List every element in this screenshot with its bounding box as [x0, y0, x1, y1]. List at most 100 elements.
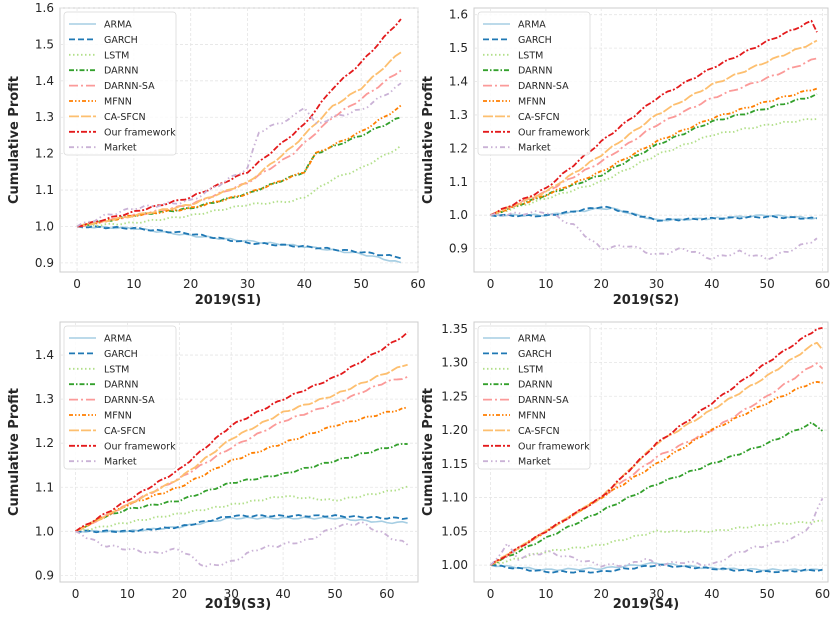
y-tick-label: 1.2 [35, 147, 54, 161]
legend-box [63, 11, 177, 156]
y-tick-label: 1.35 [441, 322, 468, 336]
x-tick-label: 20 [172, 587, 187, 601]
x-tick-label: 60 [815, 587, 830, 601]
y-tick-label: 1.6 [449, 8, 468, 22]
legend-label: Our framework [518, 441, 590, 452]
y-tick-label: 1.2 [449, 141, 468, 155]
legend-label: CA-SFCN [518, 426, 560, 437]
series-line-darnn [490, 421, 824, 566]
legend: ARMA GARCH LSTM DARNN DARNN-SA MFNN CA-SFCN Our… [63, 325, 177, 470]
legend-label: LSTM [104, 364, 129, 375]
series-line-garch [490, 205, 818, 222]
legend-label: DARNN-SA [518, 395, 569, 406]
legend-label: GARCH [104, 35, 138, 46]
y-tick-label: 1.3 [35, 392, 54, 406]
series-line-darnn [490, 93, 818, 217]
y-tick-label: 1.0 [35, 524, 54, 538]
y-tick-label: 1.6 [35, 1, 54, 15]
series-line-mfnn [76, 104, 402, 228]
y-tick-label: 1.4 [35, 348, 54, 362]
x-tick-label: 10 [126, 277, 141, 291]
x-tick-label: 10 [120, 587, 135, 601]
legend-label: DARNN [518, 66, 552, 77]
series-line-market [489, 498, 824, 568]
y-tick-label: 1.15 [441, 457, 468, 471]
y-tick-label: 1.25 [441, 389, 468, 403]
legend-label: Market [104, 143, 137, 154]
series-line-lstm [75, 485, 408, 533]
legend-label: LSTM [518, 50, 543, 61]
series-line-ca-sfcn [490, 341, 824, 566]
y-tick-label: 1.1 [449, 175, 468, 189]
y-tick-label: 1.1 [35, 480, 54, 494]
series-line-garch [75, 514, 408, 534]
series-line-ca-sfcn [75, 363, 408, 533]
legend-label: DARNN [518, 380, 552, 391]
y-tick-label: 1.1 [35, 183, 54, 197]
y-tick-label: 1.3 [35, 110, 54, 124]
x-axis-label: 2019(S4) [613, 597, 679, 612]
x-tick-label: 0 [487, 587, 495, 601]
y-axis-label: Cumulative Profit [421, 388, 436, 516]
x-tick-label: 10 [538, 587, 553, 601]
x-tick-label: 40 [297, 277, 312, 291]
x-tick-label: 30 [649, 587, 664, 601]
y-tick-label: 1.30 [441, 356, 468, 370]
series-line-darnn-sa [490, 362, 824, 566]
x-tick-label: 60 [379, 587, 394, 601]
y-tick-label: 1.4 [449, 75, 468, 89]
legend-box [477, 325, 591, 470]
series-line-ca-sfcn [490, 39, 818, 217]
y-tick-label: 0.9 [35, 568, 54, 582]
y-tick-label: 1.2 [35, 436, 54, 450]
series-line-garch [490, 563, 823, 574]
series-line-our-framework [490, 19, 818, 217]
legend-label: Market [518, 143, 551, 154]
series-line-mfnn [490, 87, 818, 216]
legend-label: LSTM [104, 50, 129, 61]
chart-panel-4: 1.00 1.05 1.10 1.15 1.20 1.25 1.30 1.35 0 10 20 30 4… [421, 321, 830, 612]
legend: ARMA GARCH LSTM DARNN DARNN-SA MFNN CA-SFCN Our… [477, 11, 591, 156]
legend-label: Our framework [518, 127, 590, 138]
x-tick-label: 40 [275, 587, 290, 601]
legend-label: DARNN [104, 66, 138, 77]
y-tick-label: 1.00 [441, 558, 468, 572]
legend-label: ARMA [518, 20, 546, 31]
chart-panel-2: 0.9 1.0 1.1 1.2 1.3 1.4 1.5 1.6 0 10 20 30 40 50 60 201… [421, 7, 830, 308]
x-tick-label: 20 [594, 277, 609, 291]
y-axis-label: Cumulative Profit [7, 76, 22, 204]
legend-label: ARMA [104, 20, 132, 31]
legend-label: MFNN [104, 411, 132, 422]
legend-box [477, 11, 591, 156]
x-axis-label: 2019(S3) [205, 597, 271, 612]
x-tick-label: 0 [73, 277, 81, 291]
legend-label: ARMA [104, 334, 132, 345]
legend-label: Our framework [104, 441, 176, 452]
y-tick-label: 1.0 [449, 208, 468, 222]
legend-label: GARCH [518, 349, 552, 360]
y-axis-label: Cumulative Profit [7, 388, 22, 516]
legend-label: CA-SFCN [518, 112, 560, 123]
legend-label: MFNN [104, 97, 132, 108]
legend-label: CA-SFCN [104, 112, 146, 123]
legend-label: CA-SFCN [104, 426, 146, 437]
y-tick-label: 1.5 [35, 37, 54, 51]
x-tick-label: 50 [327, 587, 342, 601]
x-tick-label: 20 [183, 277, 198, 291]
legend: ARMA GARCH LSTM DARNN DARNN-SA MFNN CA-SFCN Our… [477, 325, 591, 470]
series-line-darnn [75, 442, 408, 533]
x-axis-label: 2019(S1) [195, 293, 261, 308]
legend: ARMA GARCH LSTM DARNN DARNN-SA MFNN CA-SFCN Our… [63, 11, 177, 156]
legend-label: Our framework [104, 127, 176, 138]
series-line-darnn-sa [75, 375, 408, 533]
legend-label: DARNN-SA [104, 81, 155, 92]
y-tick-label: 1.10 [441, 491, 468, 505]
x-tick-label: 0 [487, 277, 495, 291]
series-line-our-framework [76, 18, 402, 228]
legend-label: Market [104, 457, 137, 468]
y-axis-label: Cumulative Profit [421, 76, 436, 204]
legend-label: DARNN-SA [518, 81, 569, 92]
x-tick-label: 0 [72, 587, 80, 601]
x-tick-label: 40 [704, 277, 719, 291]
